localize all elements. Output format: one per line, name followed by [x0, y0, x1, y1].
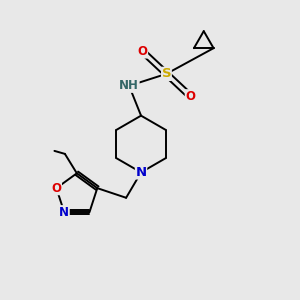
Text: NH: NH	[119, 79, 139, 92]
Text: O: O	[185, 90, 195, 103]
Text: N: N	[136, 166, 147, 179]
Text: O: O	[51, 182, 62, 195]
Text: O: O	[137, 45, 148, 58]
Text: N: N	[59, 206, 69, 219]
Text: S: S	[162, 68, 171, 80]
